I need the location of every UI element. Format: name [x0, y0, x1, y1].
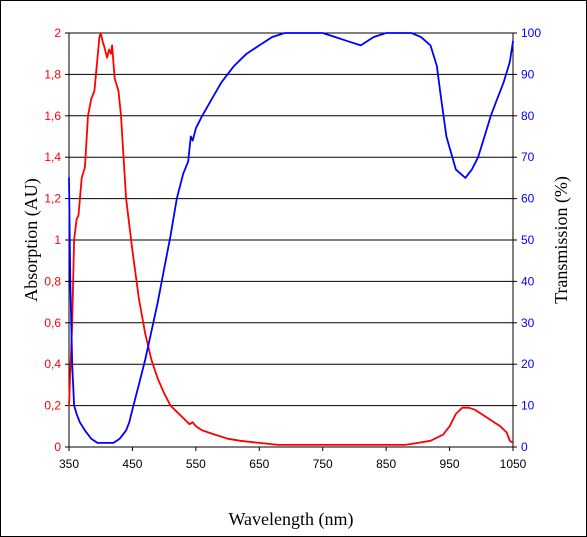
series-layer [68, 32, 514, 446]
left-tick-label: 0,2 [44, 399, 61, 413]
y-axis-left-title: Absorption (AU) [21, 178, 42, 302]
left-tick-label: 1,6 [44, 109, 61, 123]
x-tick-label: 850 [376, 457, 396, 471]
right-tick-label: 30 [521, 316, 535, 330]
left-tick-label: 1,4 [44, 150, 61, 164]
x-tick-label: 550 [186, 457, 206, 471]
x-tick-label: 650 [249, 457, 269, 471]
right-tick-label: 40 [521, 274, 535, 288]
right-tick-label: 50 [521, 233, 535, 247]
x-axis-ticks: 350 450 550 650 750 850 950 1050 [59, 447, 527, 471]
left-tick-label: 2 [54, 26, 61, 40]
x-tick-label: 750 [313, 457, 333, 471]
left-tick-label: 0,6 [44, 316, 61, 330]
left-tick-label: 0,4 [44, 357, 61, 371]
y-axis-right-title: Transmission (%) [551, 176, 572, 304]
right-tick-label: 10 [521, 399, 535, 413]
transmission-series-line [68, 32, 514, 444]
right-tick-label: 20 [521, 357, 535, 371]
left-tick-label: 1 [54, 233, 61, 247]
x-tick-label: 350 [59, 457, 79, 471]
right-tick-label: 0 [521, 440, 528, 454]
right-axis-ticks: 0 10 20 30 40 50 60 70 80 90 100 [513, 26, 541, 454]
right-tick-label: 80 [521, 109, 535, 123]
left-tick-label: 1,2 [44, 192, 61, 206]
left-tick-label: 0,8 [44, 274, 61, 288]
absorption-series-line [68, 32, 514, 446]
left-axis-ticks: 0 0,2 0,4 0,6 0,8 1 1,2 1,4 1,6 1,8 2 [44, 26, 69, 454]
right-tick-label: 70 [521, 150, 535, 164]
right-tick-label: 90 [521, 67, 535, 81]
x-axis-title: Wavelength (nm) [228, 509, 353, 530]
x-tick-label: 1050 [500, 457, 527, 471]
gridlines [69, 32, 513, 448]
left-tick-label: 1,8 [44, 67, 61, 81]
right-tick-label: 60 [521, 192, 535, 206]
left-tick-label: 0 [54, 440, 61, 454]
right-tick-label: 100 [521, 26, 541, 40]
x-tick-label: 450 [122, 457, 142, 471]
x-tick-label: 950 [440, 457, 460, 471]
